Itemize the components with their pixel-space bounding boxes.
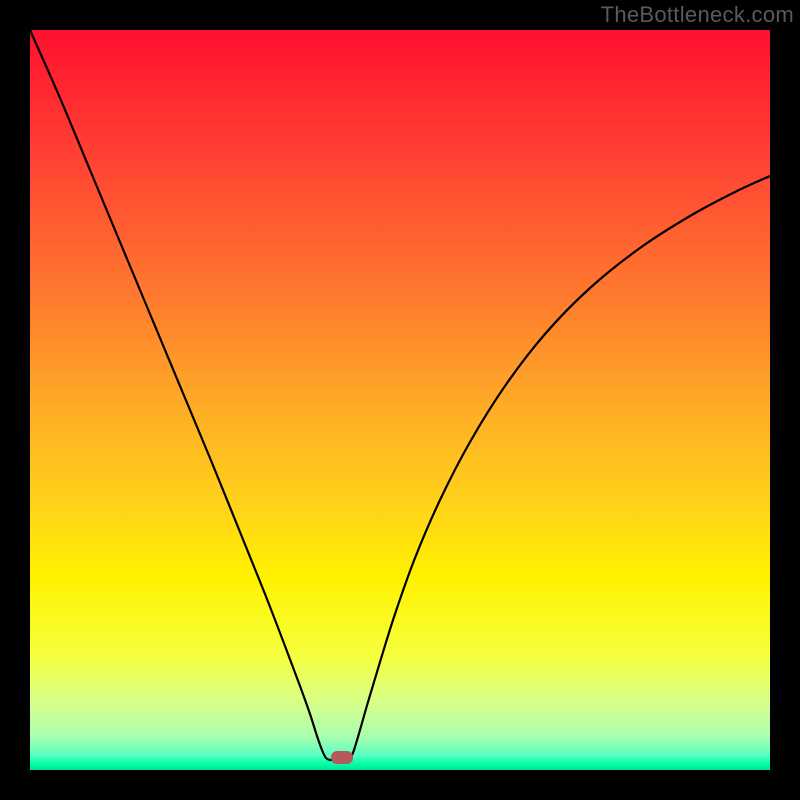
watermark-text: TheBottleneck.com bbox=[601, 2, 794, 28]
optimal-point-marker bbox=[331, 751, 353, 764]
chart-svg bbox=[30, 30, 770, 770]
gradient-background bbox=[30, 30, 770, 770]
plot-area bbox=[30, 30, 770, 770]
